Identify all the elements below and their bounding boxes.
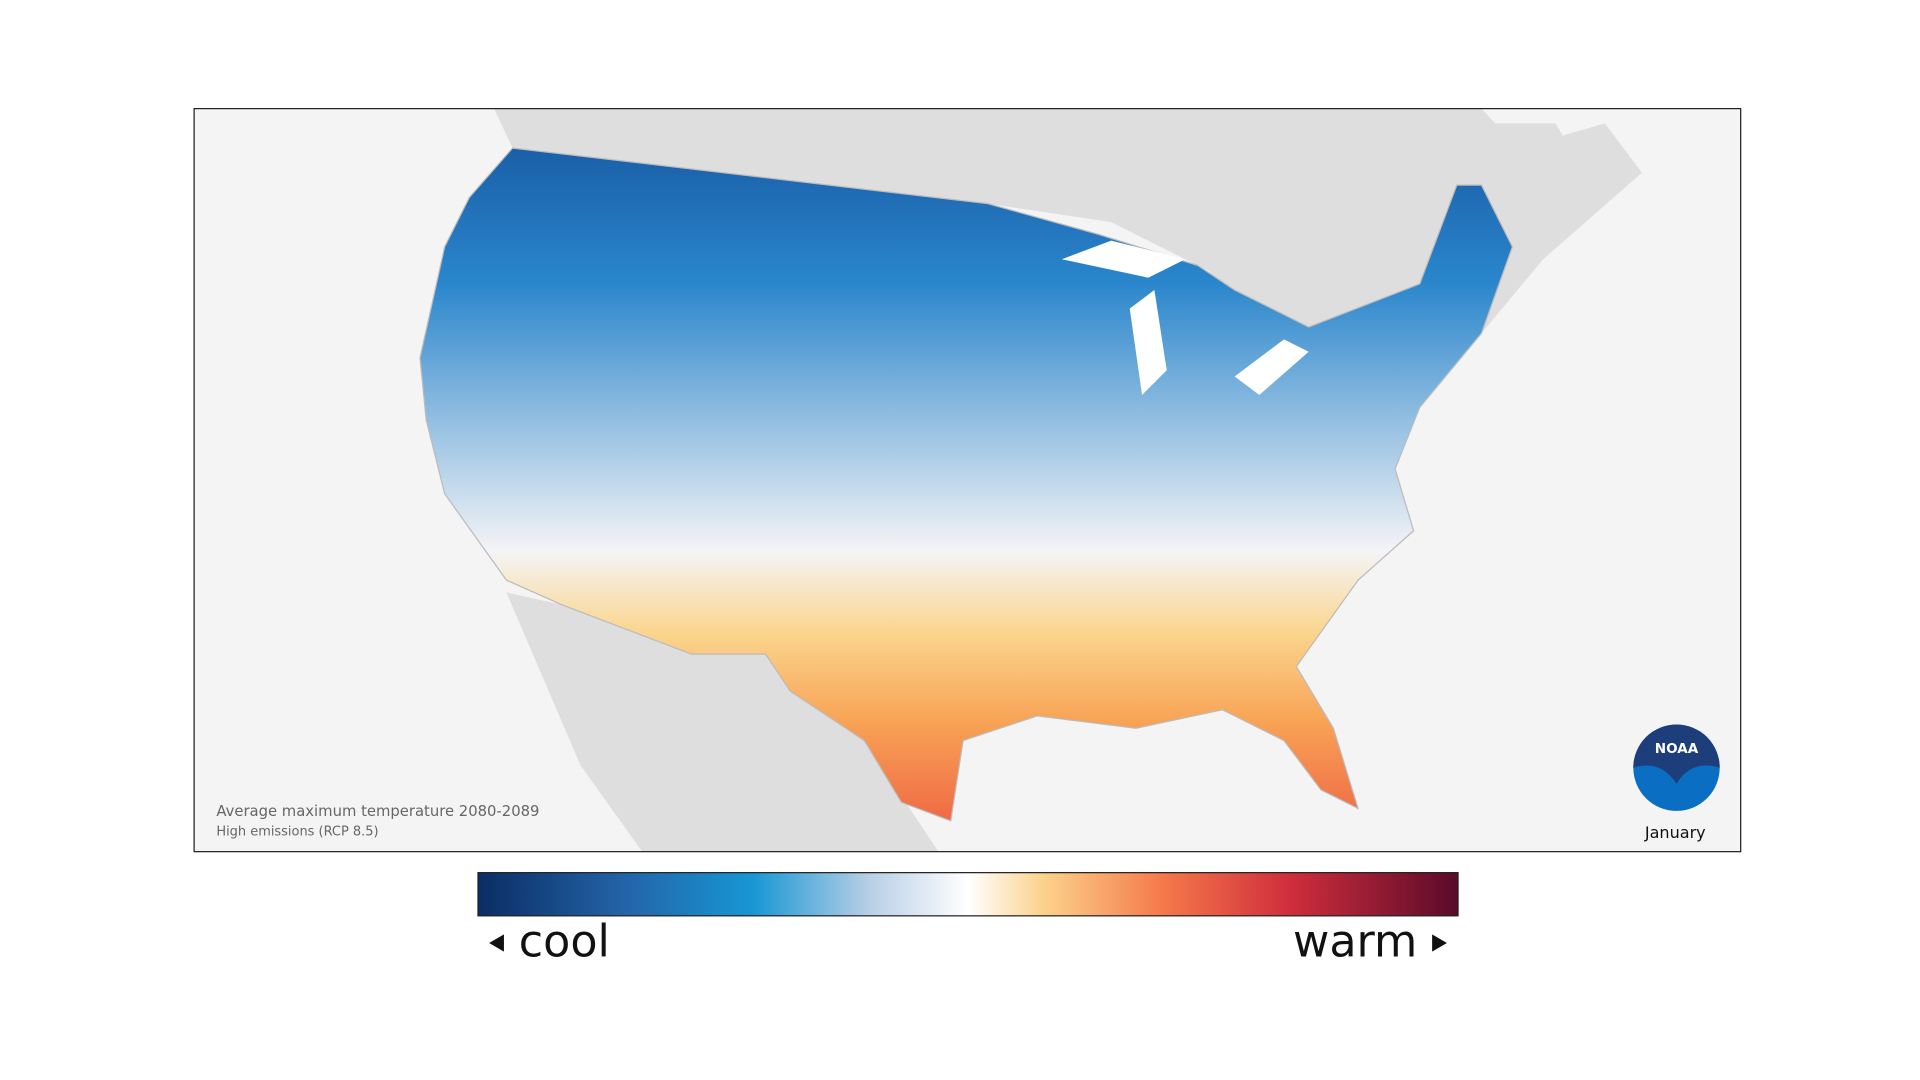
legend-low: cool (519, 917, 610, 968)
caption: High emissions (RCP 8.5) (216, 825, 378, 840)
logo-top (1633, 724, 1720, 784)
logo-text: NOAA (1655, 741, 1699, 757)
lake-michigan (1129, 290, 1167, 395)
caption: Average maximum temperature 2080-2089 (216, 803, 539, 820)
lake-superior (1061, 240, 1186, 278)
conus (419, 147, 1514, 822)
legend-high: warm (1293, 917, 1417, 968)
canada-east (1481, 123, 1593, 260)
arrow-right (1432, 934, 1447, 952)
month-label: January (1644, 823, 1706, 842)
basemap (419, 108, 1642, 852)
lake-erie-ontario (1234, 339, 1309, 395)
arrow-left (489, 934, 504, 952)
noaa-logo: NOAA (1633, 724, 1720, 811)
mexico (506, 592, 939, 852)
map-frame (193, 107, 1742, 853)
color-bar (477, 872, 1459, 917)
